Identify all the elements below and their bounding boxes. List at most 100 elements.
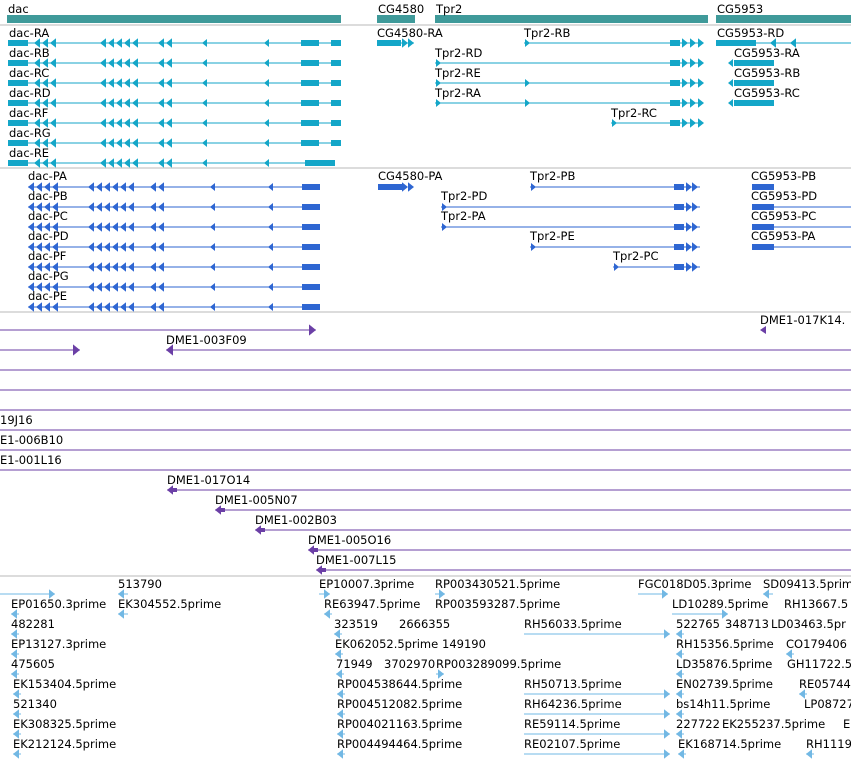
gene-bar-cg4580[interactable]	[377, 15, 415, 23]
gene-label-dac[interactable]: dac	[8, 2, 29, 16]
protein-label[interactable]: dac-PA	[28, 169, 67, 183]
est-label[interactable]: RH13667.5	[784, 597, 848, 611]
est-label[interactable]: GH11722.5	[787, 657, 851, 671]
transcript-label[interactable]: dac-RB	[9, 46, 50, 60]
est-label[interactable]: LP08727	[804, 697, 851, 711]
transcript-label[interactable]: CG5953-RD	[717, 26, 784, 40]
est-label[interactable]: LD35876.5prime	[676, 657, 772, 671]
transcript-label[interactable]: Tpr2-RC	[610, 106, 657, 120]
est-label[interactable]: EK062052.5prime	[335, 637, 438, 651]
est-label[interactable]: EP10007.3prime	[319, 577, 414, 591]
protein-label[interactable]: dac-PD	[28, 229, 69, 243]
est-label[interactable]: RP003430521.5prime	[435, 577, 560, 591]
clone-label[interactable]: 19J16	[0, 413, 33, 427]
est-label[interactable]: 513790	[118, 577, 162, 591]
est-label[interactable]: EK212124.5prime	[13, 737, 116, 751]
est-label[interactable]: 348713	[725, 617, 769, 631]
gene-bar-dac[interactable]	[7, 15, 341, 23]
est-label[interactable]: EP13127.3prime	[11, 637, 106, 651]
protein-label[interactable]: dac-PE	[28, 289, 67, 303]
est-label[interactable]: RP004494464.5prime	[337, 737, 462, 751]
est-label[interactable]: RP004021163.5prime	[337, 717, 462, 731]
est-label[interactable]: EN02739.5prime	[676, 677, 773, 691]
est-label[interactable]: 2666355	[399, 617, 450, 631]
est-label[interactable]: RP004512082.5prime	[337, 697, 462, 711]
est-label[interactable]: 475605	[11, 657, 55, 671]
protein-label[interactable]: dac-PG	[28, 269, 69, 283]
est-label[interactable]: EK304552.5prime	[118, 597, 221, 611]
est-label[interactable]: EK153404.5prime	[13, 677, 116, 691]
est-label[interactable]: E	[843, 717, 850, 731]
clone-label[interactable]: E1-001L16	[0, 453, 62, 467]
transcript-label[interactable]: Tpr2-RD	[434, 46, 483, 60]
transcript-label[interactable]: dac-RC	[9, 66, 49, 80]
transcript-label[interactable]: dac-RE	[9, 146, 49, 160]
transcript-label[interactable]: dac-RD	[9, 86, 51, 100]
est-label[interactable]: RH64236.5prime	[524, 697, 622, 711]
clone-label[interactable]: DME1-005O16	[308, 533, 391, 547]
est-label[interactable]: RE02107.5prime	[524, 737, 620, 751]
est-label[interactable]: RH15356.5prime	[676, 637, 774, 651]
est-label[interactable]: LD03463.5pr	[771, 617, 846, 631]
est-label[interactable]: 521340	[13, 697, 57, 711]
protein-label[interactable]: Tpr2-PB	[529, 169, 575, 183]
est-label[interactable]: 149190	[442, 637, 486, 651]
est-label[interactable]: EK308325.5prime	[13, 717, 116, 731]
protein-label[interactable]: CG5953-PC	[751, 209, 816, 223]
est-label[interactable]: RH50713.5prime	[524, 677, 622, 691]
est-label[interactable]: EP01650.3prime	[11, 597, 106, 611]
protein-label[interactable]: dac-PC	[28, 209, 68, 223]
clone-label[interactable]: DME1-007L15	[316, 553, 397, 567]
est-label[interactable]: LD10289.5prime	[672, 597, 768, 611]
clone-label[interactable]: DME1-005N07	[215, 493, 298, 507]
est-label[interactable]: RE59114.5prime	[524, 717, 620, 731]
transcript-label[interactable]: dac-RG	[9, 126, 51, 140]
clone-label[interactable]: E1-006B10	[0, 433, 63, 447]
gene-bar-tpr2[interactable]	[435, 15, 708, 23]
est-label[interactable]: EK255237.5prime	[722, 717, 825, 731]
est-label[interactable]: RH1119	[806, 737, 851, 751]
est-label[interactable]: RP003289099.5prime	[436, 657, 561, 671]
protein-label[interactable]: Tpr2-PC	[612, 249, 658, 263]
transcript-label[interactable]: Tpr2-RE	[434, 66, 481, 80]
clone-label[interactable]: DME1-002B03	[255, 513, 337, 527]
transcript-label[interactable]: CG5953-RB	[734, 66, 800, 80]
transcript-label[interactable]: CG4580-RA	[377, 26, 443, 40]
est-label[interactable]: RE05744	[799, 677, 851, 691]
transcript-label[interactable]: dac-RF	[9, 106, 48, 120]
transcript-label[interactable]: Tpr2-RA	[434, 86, 481, 100]
est-label[interactable]: RH56033.5prime	[524, 617, 622, 631]
est-label[interactable]: CO179406	[786, 637, 847, 651]
est-label[interactable]: 71949	[336, 657, 373, 671]
clone-label[interactable]: DME1-017K14.	[760, 313, 845, 327]
transcript-label[interactable]: Tpr2-RB	[523, 26, 571, 40]
transcript-label[interactable]: CG5953-RC	[734, 86, 800, 100]
protein-label[interactable]: Tpr2-PA	[440, 209, 486, 223]
est-label[interactable]: RE63947.5prime	[324, 597, 420, 611]
transcript-label[interactable]: CG5953-RA	[734, 46, 800, 60]
protein-label[interactable]: dac-PB	[28, 189, 68, 203]
gene-bar-cg5953[interactable]	[716, 15, 851, 23]
est-label[interactable]: FGC018D05.3prime	[638, 577, 751, 591]
gene-label-cg4580[interactable]: CG4580	[378, 2, 424, 16]
protein-label[interactable]: dac-PF	[28, 249, 66, 263]
est-label[interactable]: 227722	[676, 717, 720, 731]
clone-label[interactable]: DME1-003F09	[166, 333, 247, 347]
protein-label[interactable]: CG5953-PA	[751, 229, 816, 243]
protein-label[interactable]: Tpr2-PD	[440, 189, 487, 203]
protein-label[interactable]: Tpr2-PE	[529, 229, 575, 243]
est-label[interactable]: RP003593287.5prime	[435, 597, 560, 611]
gene-label-cg5953[interactable]: CG5953	[717, 2, 763, 16]
transcript-label[interactable]: dac-RA	[9, 26, 49, 40]
clone-label[interactable]: DME1-017O14	[167, 473, 250, 487]
protein-label[interactable]: CG5953-PD	[751, 189, 817, 203]
est-label[interactable]: 482281	[11, 617, 55, 631]
est-label[interactable]: bs14h11.5prime	[676, 697, 770, 711]
est-label[interactable]: 3702970	[384, 657, 435, 671]
gene-label-tpr2[interactable]: Tpr2	[435, 2, 462, 16]
protein-label[interactable]: CG5953-PB	[751, 169, 816, 183]
est-label[interactable]: 323519	[334, 617, 378, 631]
est-label[interactable]: SD09413.5prime	[763, 577, 851, 591]
est-label[interactable]: 522765	[676, 617, 720, 631]
est-label[interactable]: EK168714.5prime	[678, 737, 781, 751]
